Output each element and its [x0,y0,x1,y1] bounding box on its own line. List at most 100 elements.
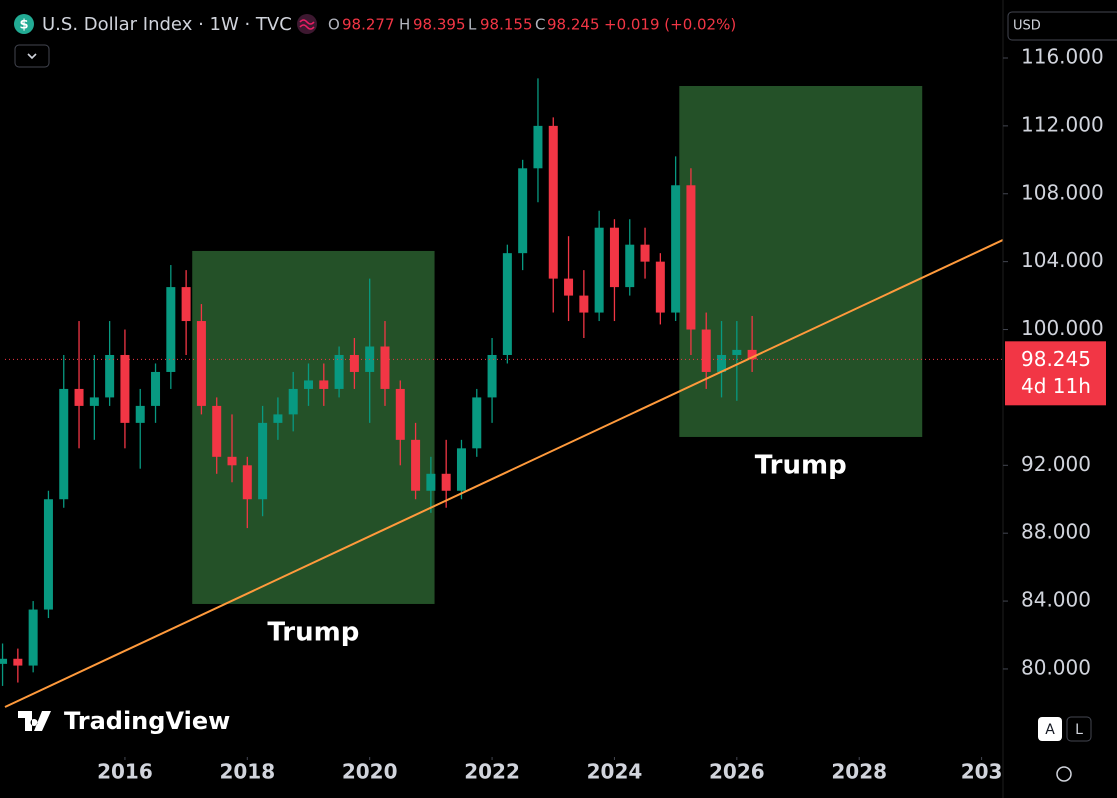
x-tick-label: 2020 [342,760,398,784]
candle-body [212,405,222,457]
x-tick-label: 2018 [219,760,275,784]
annotation-label: Trump [267,617,359,647]
candle-body [273,414,283,423]
y-tick-label: 100.000 [1021,316,1104,340]
candle-body [288,388,298,415]
candle-body [456,448,466,491]
candle-body [59,388,69,500]
symbol-title: U.S. Dollar Index · 1W · TVC [42,14,292,35]
ohlc-label: O [328,16,340,34]
collapse-button[interactable] [14,44,50,68]
y-tick-label: 104.000 [1021,248,1104,272]
collapse-chevron [27,53,37,60]
x-tick-label: 2028 [831,760,887,784]
candle-body [151,371,161,406]
countdown-label: 4d 11h [1021,374,1091,398]
candle-body [609,227,619,288]
ohlc-change: +0.019 (+0.02%) [604,16,736,34]
auto-label: A [1045,722,1055,738]
candle-body [625,244,635,288]
candle-body [701,329,711,372]
log-label: L [1075,722,1083,738]
symbol-icon [14,14,34,34]
candle-body [258,422,268,500]
candle-body [303,380,313,389]
y-tick-label: 92.000 [1021,452,1091,476]
y-tick-label: 112.000 [1021,112,1104,136]
y-tick-label: 88.000 [1021,520,1091,544]
y-tick-label: 116.000 [1021,44,1104,68]
candle-body [502,253,512,355]
ohlc-label: H [399,16,410,34]
candle-body [411,439,421,491]
candle-body [426,473,436,491]
candle-body [196,321,206,406]
ohlc-value: 98.277 [342,16,395,34]
candle-body [395,388,405,440]
candle-body [349,354,359,372]
candle-body [227,456,237,466]
last-price-tag [1005,341,1106,406]
candle-body [594,227,604,313]
candle-body [671,185,681,313]
ohlc-label: L [468,16,477,34]
annotation-box [679,85,923,437]
currency-button[interactable] [1007,11,1117,41]
candle-body [655,261,665,313]
ohlc-value: 98.245 [547,16,600,34]
x-tick-label: 2022 [464,760,520,784]
settings-icon[interactable] [1056,766,1072,782]
currency-label: USD [1013,19,1041,34]
x-tick-label: 2016 [97,760,153,784]
candle-body [717,354,727,372]
candle-body [564,278,574,296]
logo-text: TradingView [64,707,230,735]
x-tick-label: 203 [961,760,1003,784]
candle-body [686,185,696,330]
candle-body [120,354,130,423]
candle-body [105,354,115,398]
candle-body [181,287,191,322]
candle-body [89,397,99,406]
ohlc-value: 98.155 [480,16,533,34]
candle-body [380,346,390,389]
symbol-icon-glyph: $ [19,18,28,33]
x-tick-label: 2024 [587,760,643,784]
logo-mark [18,711,51,731]
last-price-label: 98.245 [1021,347,1091,371]
x-tick-label: 2026 [709,760,765,784]
candle-body [640,244,650,262]
candle-body [135,405,145,423]
candle-body [747,349,757,360]
candle-body [13,658,23,666]
candle-body [242,465,252,500]
plot [0,78,1004,708]
candle-body [28,609,38,666]
candle-body [518,168,528,254]
y-tick-label: 80.000 [1021,655,1091,679]
candle-body [441,473,451,491]
candle-body [472,397,482,449]
source-icon-wave [299,19,315,30]
ohlc-label: C [535,16,545,34]
candle-body [487,354,497,398]
auto-button[interactable] [1038,717,1062,741]
candle-body [43,499,53,610]
y-tick-label: 84.000 [1021,588,1091,612]
candle-body [732,349,742,355]
source-icon [297,14,317,34]
annotation-label: Trump [755,450,847,480]
ohlc-value: 98.395 [413,16,466,34]
candle-body [166,287,176,372]
candle-body [0,658,8,664]
candle-body [334,354,344,389]
candle-body [579,295,589,313]
log-button[interactable] [1066,716,1092,742]
candle-body [548,125,558,279]
y-tick-label: 108.000 [1021,180,1104,204]
candle-body [74,388,84,406]
candle-body [319,380,329,389]
candle-body [533,125,543,169]
